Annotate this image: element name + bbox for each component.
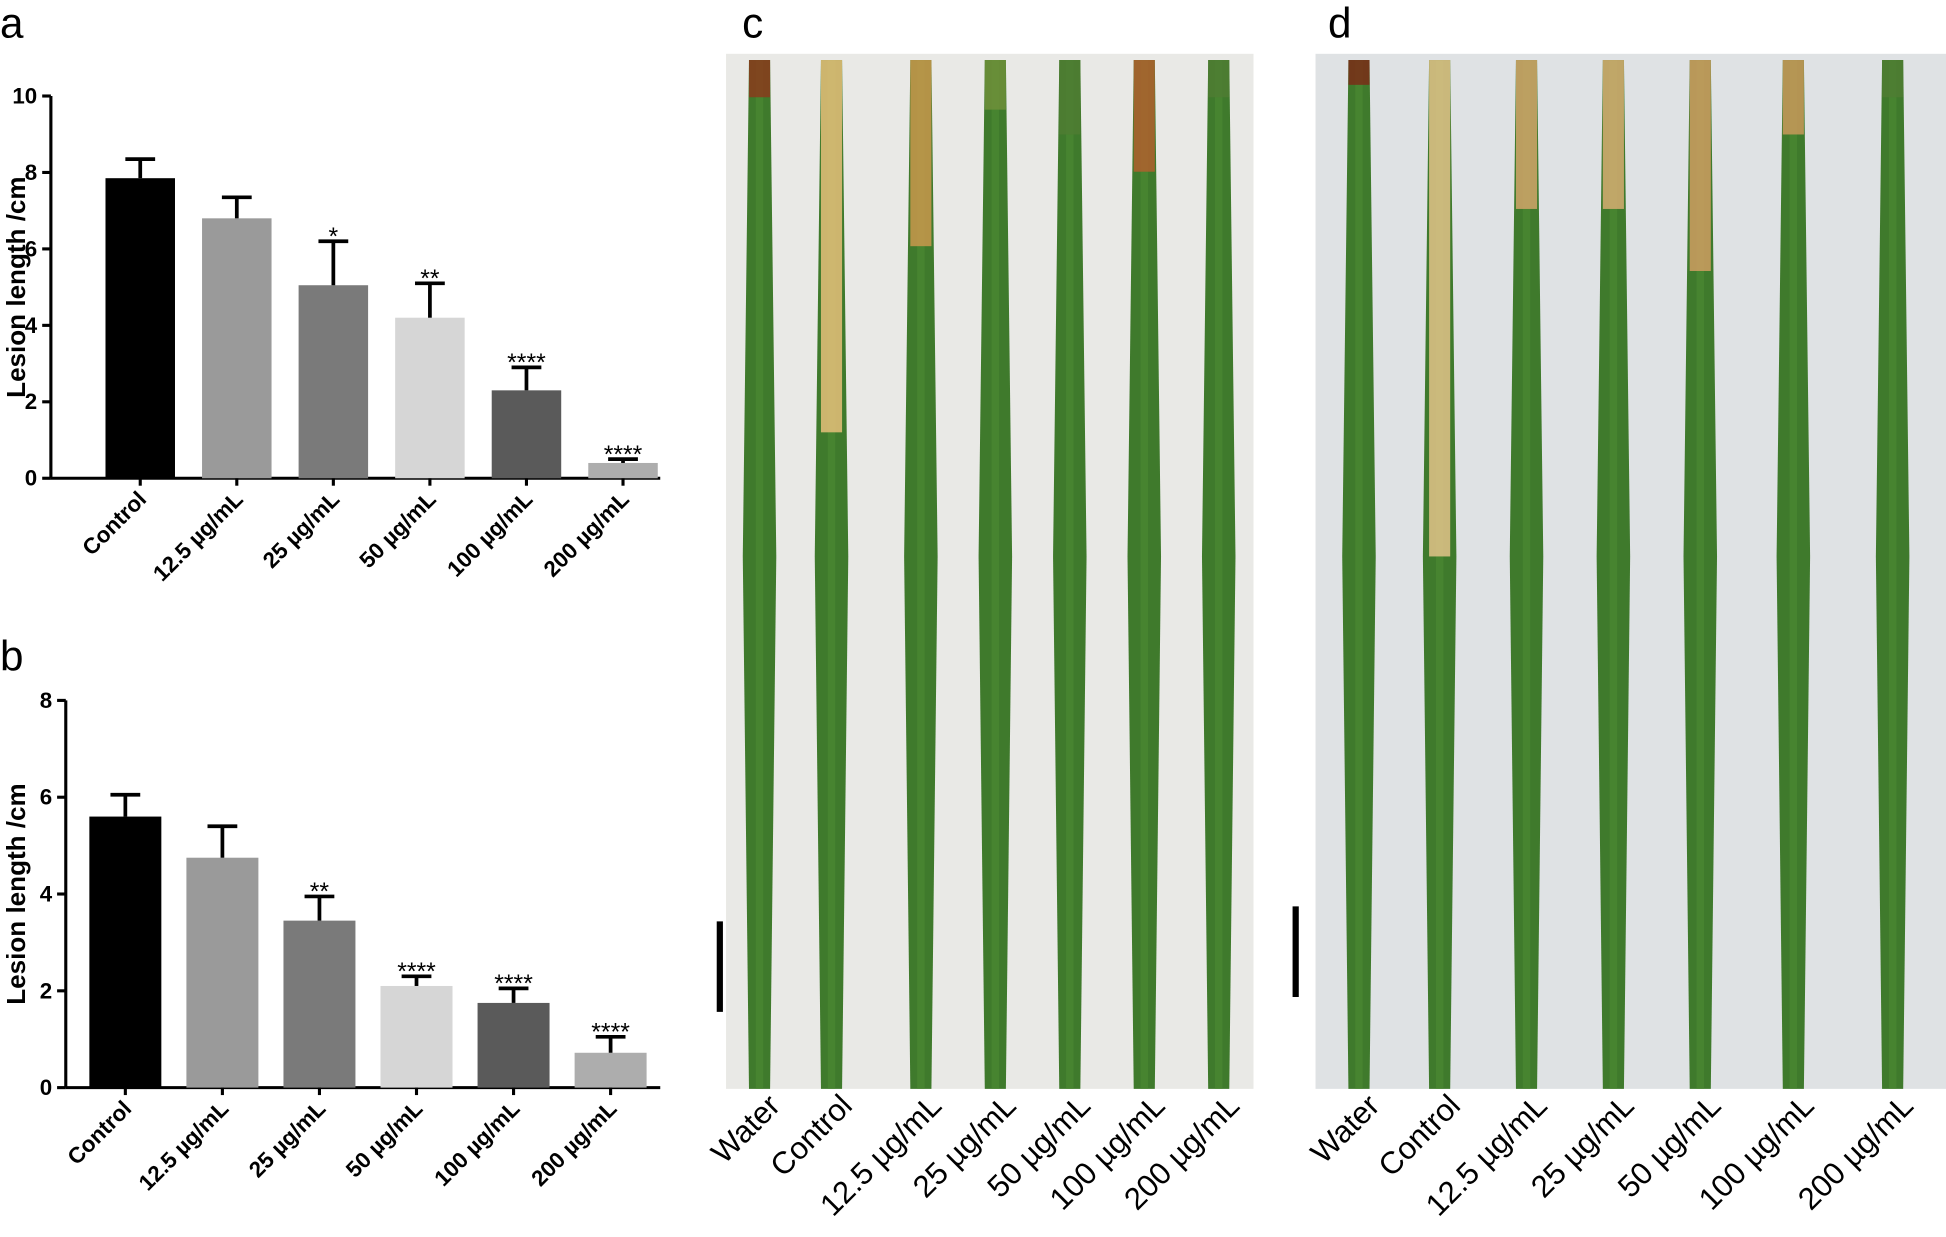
x-tick-label: 50 µg/mL — [341, 1096, 427, 1182]
panel-label: b — [0, 633, 23, 680]
bar — [105, 178, 175, 479]
significance-label: **** — [507, 350, 546, 377]
leaf-highlight — [917, 60, 925, 1089]
leaf-lesion — [984, 60, 1006, 110]
leaf-lesion — [910, 60, 932, 247]
x-tick-label: 12.5 µg/mL — [134, 1096, 234, 1196]
y-tick-label: 4 — [40, 881, 53, 906]
x-tick-label: 200 µg/mL — [539, 486, 634, 581]
y-tick-label: 10 — [12, 83, 37, 108]
error-bar — [221, 195, 252, 219]
significance-label: ** — [420, 266, 440, 293]
bar — [380, 985, 453, 1088]
x-tick-label: Control — [77, 486, 151, 560]
bar — [491, 390, 562, 479]
significance-label: **** — [494, 971, 533, 998]
leaf-lesion — [1208, 60, 1230, 98]
significance-label: **** — [397, 959, 436, 986]
significance-label: ** — [310, 879, 330, 906]
error-bar — [498, 986, 529, 1003]
y-axis-label: Lesion length /cm — [1, 176, 31, 397]
bar — [477, 1002, 550, 1088]
y-axis-label: Lesion length /cm — [1, 783, 31, 1004]
leaf-highlight — [1522, 60, 1531, 1089]
leaf-highlight — [1696, 60, 1704, 1089]
bar — [298, 285, 369, 479]
leaf-highlight — [1215, 60, 1223, 1089]
leaf-lesion — [1348, 60, 1370, 85]
x-tick-label: 25 µg/mL — [258, 486, 344, 572]
leaf-lesion — [1429, 60, 1451, 557]
error-bar — [304, 894, 335, 921]
y-tick-label: 2 — [40, 978, 52, 1003]
leaf-lesion — [748, 60, 771, 98]
y-tick-label: 2 — [25, 389, 37, 414]
bar — [186, 857, 259, 1088]
y-tick-label: 4 — [25, 313, 38, 338]
x-tick-label: 200 µg/mL — [526, 1096, 621, 1191]
y-tick-label: 8 — [25, 160, 37, 185]
leaf-lesion — [1515, 60, 1538, 209]
leaf-highlight — [1888, 60, 1897, 1089]
y-tick-label: 0 — [40, 1075, 52, 1100]
leaf-highlight — [1140, 60, 1148, 1089]
leaf-lesion — [820, 60, 843, 433]
x-tick-label: Control — [63, 1096, 137, 1170]
y-tick-label: 0 — [25, 466, 37, 491]
error-bar — [110, 792, 141, 817]
photo-background — [1315, 53, 1946, 1089]
significance-label: **** — [591, 1020, 630, 1047]
significance-label: **** — [604, 442, 643, 469]
bar — [89, 816, 162, 1088]
bar — [202, 218, 272, 479]
bar — [588, 462, 658, 479]
leaf-lesion — [1689, 60, 1711, 272]
error-bar — [207, 824, 238, 858]
panel-label: a — [0, 0, 24, 47]
significance-label: * — [329, 224, 339, 251]
x-tick-label: 100 µg/mL — [429, 1096, 524, 1191]
panel-label: d — [1328, 0, 1351, 47]
y-tick-label: 6 — [40, 785, 52, 810]
bar — [283, 920, 356, 1088]
leaf-lesion — [1059, 60, 1081, 135]
leaf-highlight — [1355, 60, 1363, 1089]
y-tick-label: 8 — [40, 688, 52, 713]
leaf-lesion — [1602, 60, 1624, 209]
error-bar — [511, 365, 542, 391]
x-tick-label: 12.5 µg/mL — [148, 486, 248, 586]
panel-label: c — [742, 0, 763, 47]
bar — [574, 1052, 647, 1088]
leaf-highlight — [755, 60, 764, 1089]
error-bar — [608, 457, 638, 463]
error-bar — [415, 281, 445, 318]
leaf-highlight — [1609, 60, 1618, 1089]
x-tick-label: 50 µg/mL — [354, 486, 440, 572]
x-tick-label: 100 µg/mL — [442, 486, 537, 581]
leaf-highlight — [1789, 60, 1798, 1089]
leaf-lesion — [1782, 60, 1804, 135]
y-tick-label: 6 — [25, 236, 37, 261]
error-bar — [595, 1034, 626, 1053]
leaf-lesion — [1882, 60, 1904, 98]
leaf-highlight — [991, 60, 1000, 1089]
leaf-highlight — [1066, 60, 1074, 1089]
error-bar — [125, 157, 156, 179]
error-bar — [318, 239, 349, 286]
error-bar — [401, 974, 432, 986]
bar — [395, 317, 465, 479]
x-tick-label: 25 µg/mL — [244, 1096, 330, 1182]
leaf-lesion — [1133, 60, 1155, 172]
